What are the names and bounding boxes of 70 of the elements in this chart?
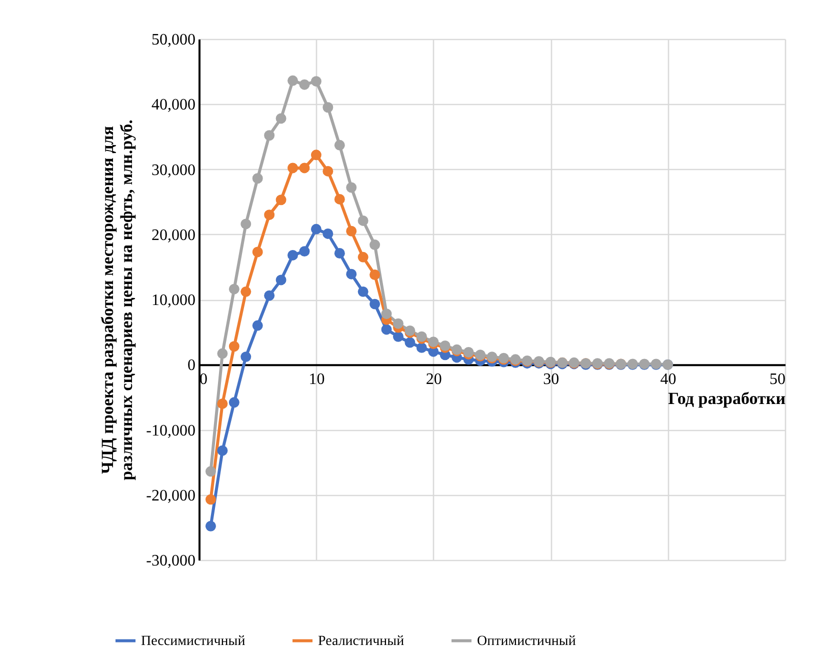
y-tick-label: -10,000	[146, 422, 196, 440]
point	[346, 268, 357, 280]
point	[276, 113, 286, 124]
y-tick-label: 10,000	[152, 292, 196, 309]
point	[288, 250, 298, 260]
y-tick-label: 50,000	[152, 32, 196, 48]
point	[381, 324, 392, 335]
x-tick-label: 30	[543, 371, 560, 388]
point	[252, 320, 263, 331]
x-tick-label: 10	[308, 371, 325, 388]
x-tick-label: 20	[426, 371, 442, 388]
x-axis-title: Год разработки	[668, 389, 786, 408]
point	[288, 75, 298, 86]
legend-label: Пессимистичный	[141, 634, 246, 649]
point	[392, 318, 404, 329]
legend-label: Реалистичный	[318, 634, 405, 649]
point	[252, 246, 263, 258]
y-tick-label: -20,000	[146, 487, 196, 504]
point	[299, 246, 310, 257]
point	[228, 397, 240, 408]
point	[381, 308, 392, 320]
x-tick-label: 40	[660, 371, 676, 388]
point	[240, 286, 252, 297]
point	[240, 352, 252, 362]
point	[370, 298, 380, 310]
point	[334, 194, 345, 204]
point	[228, 341, 240, 352]
point	[264, 210, 275, 220]
point	[288, 162, 298, 174]
point	[404, 337, 416, 348]
point	[240, 218, 252, 230]
point	[358, 286, 368, 297]
point	[205, 520, 216, 532]
point	[370, 240, 380, 250]
point	[346, 182, 357, 193]
point	[310, 150, 322, 160]
point	[370, 270, 380, 280]
point	[299, 162, 310, 174]
point	[299, 79, 310, 90]
y-axis-title: ЧДД проекта разработки месторождения для различных сценариев цены на нефть, млн.руб.	[98, 120, 136, 480]
point	[334, 140, 345, 150]
point	[392, 331, 404, 342]
point	[217, 445, 228, 456]
x-tick-label: 50	[770, 371, 786, 388]
y-tick-label: -30,000	[146, 552, 196, 570]
point	[264, 130, 275, 141]
point	[264, 290, 275, 301]
y-tick-label: 40,000	[152, 96, 196, 114]
y-tick-label: 30,000	[152, 162, 196, 179]
point	[322, 102, 334, 113]
point	[205, 466, 216, 477]
point	[217, 398, 228, 409]
point	[276, 194, 286, 206]
point	[322, 228, 334, 239]
point	[217, 348, 228, 359]
point	[205, 494, 216, 505]
point	[416, 342, 427, 353]
point	[310, 76, 322, 87]
point	[358, 215, 368, 226]
point	[334, 248, 345, 258]
point	[228, 284, 240, 294]
legend-label: Оптимистичный	[477, 634, 576, 649]
point	[322, 166, 334, 176]
y-tick-label: 0	[188, 357, 196, 374]
point	[346, 226, 357, 236]
point	[358, 252, 368, 262]
y-tick-label: 20,000	[152, 226, 196, 244]
point	[252, 173, 263, 184]
point	[310, 224, 322, 234]
point	[276, 274, 286, 286]
